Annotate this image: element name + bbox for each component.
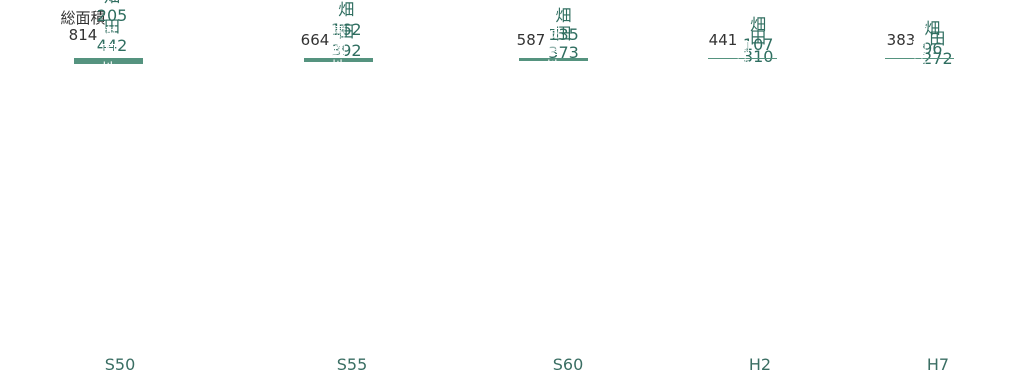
total-label-1: 664 bbox=[300, 31, 330, 49]
rice-label-3: 田 310 bbox=[743, 28, 774, 66]
orchard-char-3-0: 樹 bbox=[735, 21, 751, 40]
rice-name-0: 田 bbox=[104, 16, 121, 36]
field-value-3: 107 bbox=[742, 34, 774, 54]
orchard-char-2-1: 園 bbox=[545, 40, 561, 59]
category-label-1: S55 bbox=[336, 355, 368, 374]
category-label-0: S50 bbox=[104, 355, 136, 374]
orchard-char-0-0: 樹 bbox=[101, 24, 117, 43]
rice-name-4: 田 bbox=[929, 29, 946, 49]
orchard-char-3-2: 地 bbox=[735, 56, 751, 75]
rice-value-0: 442 bbox=[96, 35, 128, 55]
orchard-char-2-0: 樹 bbox=[545, 22, 561, 41]
orchard-char-4-1: 園 bbox=[911, 38, 927, 57]
rice-value-2: 373 bbox=[548, 42, 579, 62]
orchard-label-3: 樹園地 24 bbox=[708, 22, 777, 93]
orchard-char-1-2: 地 bbox=[330, 58, 346, 77]
orchard-rect-3 bbox=[708, 58, 778, 59]
orchard-label-0: 樹園地 167 bbox=[74, 25, 143, 96]
orchard-rect-4 bbox=[884, 58, 954, 59]
field-label-2: 畑 135 bbox=[548, 6, 579, 44]
field-name-4: 畑 bbox=[924, 19, 941, 39]
orchard-char-4-0: 樹 bbox=[911, 21, 927, 40]
orchard-char-0-2: 地 bbox=[101, 59, 117, 78]
total-area-caption: 総面積 bbox=[60, 9, 106, 27]
orchard-value-4: 15 bbox=[909, 74, 929, 93]
orchard-label-4: 樹園地 15 bbox=[885, 22, 954, 93]
rice-value-1: 392 bbox=[331, 41, 362, 60]
rice-value-3: 310 bbox=[742, 46, 774, 66]
orchard-char-1-1: 園 bbox=[330, 40, 346, 59]
orchard-char-2-2: 地 bbox=[545, 57, 561, 76]
total-label-0: 総面積 814 bbox=[43, 9, 123, 45]
total-value-0: 814 bbox=[68, 26, 98, 45]
orchard-value-2: 79 bbox=[543, 75, 563, 94]
rice-name-2: 田 bbox=[555, 23, 572, 43]
field-label-3: 畑 107 bbox=[743, 15, 774, 53]
category-label-2: S60 bbox=[552, 355, 584, 374]
orchard-label-1: 樹園地 110 bbox=[304, 23, 373, 95]
orchard-rect-2 bbox=[518, 58, 588, 62]
field-label-4: 畑 96 bbox=[922, 19, 942, 57]
orchard-char-4-2: 地 bbox=[911, 56, 927, 75]
field-name-2: 畑 bbox=[555, 5, 572, 25]
field-label-0: 畑205 bbox=[97, 0, 128, 26]
orchard-rect-0 bbox=[74, 58, 144, 65]
total-label-4: 383 bbox=[886, 31, 916, 49]
rice-label-2: 田 373 bbox=[548, 24, 579, 62]
field-name-3: 畑 bbox=[750, 15, 767, 35]
orchard-label-2: 樹園地 79 bbox=[519, 22, 588, 95]
category-label-4: H7 bbox=[926, 355, 950, 374]
rice-label-1: 田 392 bbox=[331, 22, 362, 60]
field-name-1: 畑 bbox=[338, 0, 355, 20]
orchard-char-0-1: 園 bbox=[101, 41, 117, 60]
field-value-4: 96 bbox=[922, 38, 943, 58]
orchard-char-1-0: 樹 bbox=[330, 23, 346, 42]
orchard-char-3-1: 園 bbox=[735, 39, 751, 58]
orchard-value-0: 167 bbox=[94, 77, 124, 96]
orchard-rect-1 bbox=[303, 58, 373, 63]
rice-name-3: 田 bbox=[750, 27, 767, 47]
total-label-2: 587 bbox=[516, 31, 546, 49]
category-label-3: H2 bbox=[748, 355, 772, 374]
field-value-0: 205 bbox=[96, 6, 128, 26]
field-label-1: 畑 162 bbox=[331, 0, 362, 38]
field-value-1: 162 bbox=[331, 19, 362, 39]
rice-label-0: 田 442 bbox=[97, 17, 128, 55]
field-name-0: 畑 bbox=[97, 0, 128, 6]
orchard-value-3: 24 bbox=[733, 74, 753, 93]
orchard-value-1: 110 bbox=[324, 76, 353, 95]
total-label-3: 441 bbox=[708, 31, 738, 49]
rice-name-1: 田 bbox=[338, 21, 355, 41]
field-value-2: 135 bbox=[548, 24, 579, 44]
